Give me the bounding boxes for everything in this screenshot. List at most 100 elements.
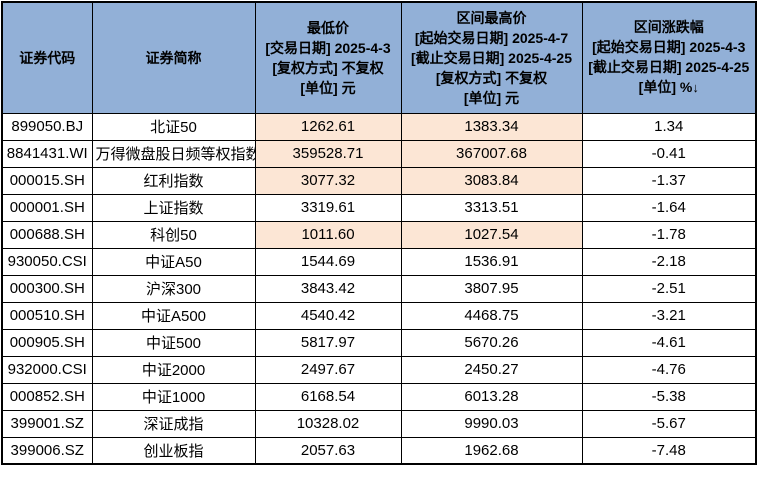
cell-high[interactable]: 3807.95	[400, 274, 583, 303]
cell-high[interactable]: 1536.91	[400, 247, 583, 276]
cell-code[interactable]: 899050.BJ	[1, 112, 93, 141]
spreadsheet-area: 证券代码 证券简称 最低价 [交易日期] 2025-4-3 [复权方式] 不复权…	[1, 1, 757, 465]
table-row: 000905.SH 中证500 5817.97 5670.26 -4.61	[1, 328, 757, 357]
cell-low[interactable]: 2057.63	[254, 436, 402, 465]
cell-chg[interactable]: -5.67	[581, 409, 757, 438]
header-line: [单位] 元	[300, 79, 356, 96]
cell-low[interactable]: 359528.71	[254, 139, 402, 168]
cell-name[interactable]: 沪深300	[91, 274, 256, 303]
header-line: [复权方式] 不复权	[435, 69, 548, 86]
cell-name[interactable]: 上证指数	[91, 193, 256, 222]
cell-low[interactable]: 3077.32	[254, 166, 402, 195]
cell-code[interactable]: 399006.SZ	[1, 436, 93, 465]
cell-code[interactable]: 932000.CSI	[1, 355, 93, 384]
cell-low[interactable]: 2497.67	[254, 355, 402, 384]
table-row: 000300.SH 沪深300 3843.42 3807.95 -2.51	[1, 274, 757, 303]
header-line: [单位] %	[638, 79, 693, 96]
cell-chg[interactable]: -7.48	[581, 436, 757, 465]
cell-high[interactable]: 1027.54	[400, 220, 583, 249]
cell-low[interactable]: 1011.60	[254, 220, 402, 249]
cell-code[interactable]: 000852.SH	[1, 382, 93, 411]
table-row: 000001.SH 上证指数 3319.61 3313.51 -1.64	[1, 193, 757, 222]
header-line: 最低价	[307, 19, 349, 36]
table-row: 930050.CSI 中证A50 1544.69 1536.91 -2.18	[1, 247, 757, 276]
cell-code[interactable]: 000300.SH	[1, 274, 93, 303]
cell-low[interactable]: 1262.61	[254, 112, 402, 141]
cell-name[interactable]: 中证A500	[91, 301, 256, 330]
table-row: 899050.BJ 北证50 1262.61 1383.34 1.34	[1, 112, 757, 141]
column-header-high[interactable]: 区间最高价 [起始交易日期] 2025-4-7 [截止交易日期] 2025-4-…	[400, 1, 583, 114]
cell-code[interactable]: 000001.SH	[1, 193, 93, 222]
cell-low[interactable]: 4540.42	[254, 301, 402, 330]
column-header-name[interactable]: 证券简称	[91, 1, 256, 114]
header-line: 区间涨跌幅	[633, 19, 704, 36]
cell-code[interactable]: 000905.SH	[1, 328, 93, 357]
cell-name[interactable]: 中证A50	[91, 247, 256, 276]
cell-chg[interactable]: 1.34	[581, 112, 757, 141]
header-line: [起始交易日期] 2025-4-3	[592, 39, 746, 56]
cell-high[interactable]: 3313.51	[400, 193, 583, 222]
header-line: [交易日期] 2025-4-3	[265, 39, 391, 56]
header-line: 证券简称	[145, 49, 202, 66]
column-header-code[interactable]: 证券代码	[1, 1, 93, 114]
index-performance-table: 证券代码 证券简称 最低价 [交易日期] 2025-4-3 [复权方式] 不复权…	[1, 1, 757, 465]
cell-high[interactable]: 367007.68	[400, 139, 583, 168]
cell-chg[interactable]: -5.38	[581, 382, 757, 411]
cell-chg[interactable]: -1.37	[581, 166, 757, 195]
column-header-chg[interactable]: 区间涨跌幅 [起始交易日期] 2025-4-3 [截止交易日期] 2025-4-…	[581, 1, 757, 114]
header-line: [起始交易日期] 2025-4-7	[414, 29, 569, 46]
cell-chg[interactable]: -2.18	[581, 247, 757, 276]
cell-chg[interactable]: -4.61	[581, 328, 757, 357]
table-row: 000510.SH 中证A500 4540.42 4468.75 -3.21	[1, 301, 757, 330]
cell-high[interactable]: 1962.68	[400, 436, 583, 465]
cell-high[interactable]: 5670.26	[400, 328, 583, 357]
cell-low[interactable]: 5817.97	[254, 328, 402, 357]
cell-chg[interactable]: -2.51	[581, 274, 757, 303]
cell-high[interactable]: 6013.28	[400, 382, 583, 411]
cell-low[interactable]: 6168.54	[254, 382, 402, 411]
cell-name[interactable]: 北证50	[91, 112, 256, 141]
cell-name[interactable]: 科创50	[91, 220, 256, 249]
cell-chg[interactable]: -0.41	[581, 139, 757, 168]
table-row: 000852.SH 中证1000 6168.54 6013.28 -5.38	[1, 382, 757, 411]
header-line: [截止交易日期] 2025-4-25	[410, 49, 573, 66]
cell-chg[interactable]: -1.64	[581, 193, 757, 222]
cell-low[interactable]: 3319.61	[254, 193, 402, 222]
cell-chg[interactable]: -1.78	[581, 220, 757, 249]
cell-chg[interactable]: -4.76	[581, 355, 757, 384]
table-row: 399006.SZ 创业板指 2057.63 1962.68 -7.48	[1, 436, 757, 465]
table-row: 000688.SH 科创50 1011.60 1027.54 -1.78	[1, 220, 757, 249]
cell-name[interactable]: 中证500	[91, 328, 256, 357]
cell-code[interactable]: 399001.SZ	[1, 409, 93, 438]
cell-low[interactable]: 10328.02	[254, 409, 402, 438]
cell-code[interactable]: 8841431.WI	[1, 139, 93, 168]
cell-chg[interactable]: -3.21	[581, 301, 757, 330]
cell-low[interactable]: 1544.69	[254, 247, 402, 276]
table-row: 932000.CSI 中证2000 2497.67 2450.27 -4.76	[1, 355, 757, 384]
cell-low[interactable]: 3843.42	[254, 274, 402, 303]
cell-name[interactable]: 中证1000	[91, 382, 256, 411]
cell-code[interactable]: 000015.SH	[1, 166, 93, 195]
cell-high[interactable]: 2450.27	[400, 355, 583, 384]
cell-high[interactable]: 3083.84	[400, 166, 583, 195]
cell-high[interactable]: 4468.75	[400, 301, 583, 330]
table-row: 8841431.WI 万得微盘股日频等权指数 359528.71 367007.…	[1, 139, 757, 168]
cell-name[interactable]: 深证成指	[91, 409, 256, 438]
cell-high[interactable]: 1383.34	[400, 112, 583, 141]
cell-name[interactable]: 中证2000	[91, 355, 256, 384]
sort-down-icon[interactable]: ↓	[692, 80, 699, 96]
cell-high[interactable]: 9990.03	[400, 409, 583, 438]
header-line: [截止交易日期] 2025-4-25	[588, 59, 750, 76]
header-unit-sort-line: [单位] %↓	[584, 77, 755, 98]
cell-code[interactable]: 000688.SH	[1, 220, 93, 249]
cell-name[interactable]: 红利指数	[91, 166, 256, 195]
header-line: [复权方式] 不复权	[272, 59, 384, 76]
header-row: 证券代码 证券简称 最低价 [交易日期] 2025-4-3 [复权方式] 不复权…	[1, 1, 757, 114]
cell-name[interactable]: 创业板指	[91, 436, 256, 465]
cell-code[interactable]: 930050.CSI	[1, 247, 93, 276]
cell-name[interactable]: 万得微盘股日频等权指数	[91, 139, 256, 168]
column-header-low[interactable]: 最低价 [交易日期] 2025-4-3 [复权方式] 不复权 [单位] 元	[254, 1, 402, 114]
cell-code[interactable]: 000510.SH	[1, 301, 93, 330]
table-row: 000015.SH 红利指数 3077.32 3083.84 -1.37	[1, 166, 757, 195]
table-row: 399001.SZ 深证成指 10328.02 9990.03 -5.67	[1, 409, 757, 438]
